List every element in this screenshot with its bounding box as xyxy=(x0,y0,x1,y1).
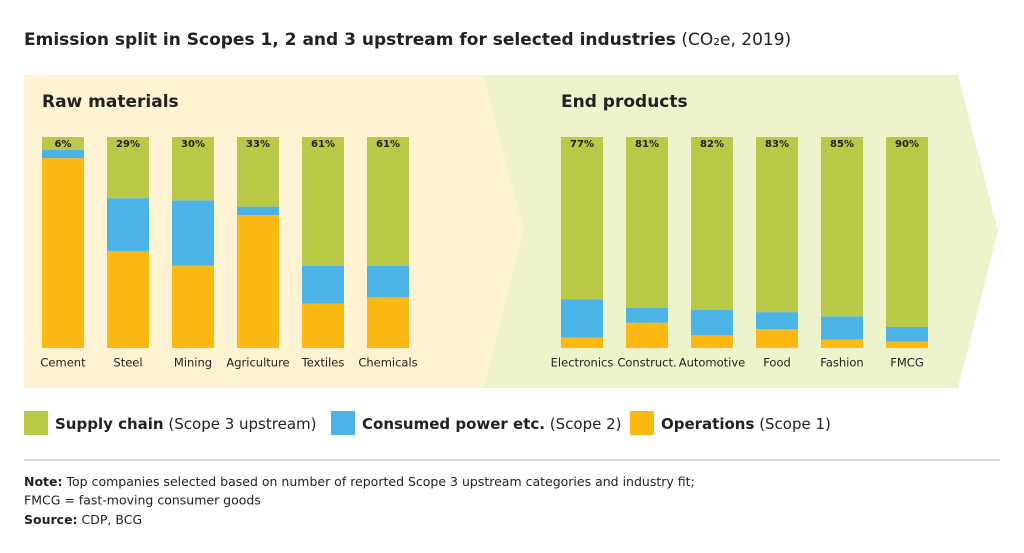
bar-segment xyxy=(237,215,279,348)
x-tick-label: Automotive xyxy=(679,356,746,370)
title-detail: (CO₂e, 2019) xyxy=(681,30,791,50)
x-tick-label: Electronics xyxy=(551,356,614,370)
x-tick-label: Steel xyxy=(113,356,142,370)
x-tick-label: Food xyxy=(763,356,791,370)
legend-detail: (Scope 2) xyxy=(550,415,622,433)
bar-segment xyxy=(691,310,733,336)
legend-detail: (Scope 3 upstream) xyxy=(168,415,316,433)
chart-title: Emission split in Scopes 1, 2 and 3 upst… xyxy=(24,30,791,50)
bar-segment xyxy=(302,137,344,266)
bar-segment xyxy=(237,137,279,207)
source: Source: CDP, BCG xyxy=(24,512,142,527)
value-label: 61% xyxy=(376,139,400,150)
source-label: Source: xyxy=(24,512,78,527)
bar-segment xyxy=(821,339,863,348)
note-text: Top companies selected based on number o… xyxy=(66,474,695,489)
value-label: 81% xyxy=(635,139,659,150)
legend-swatch xyxy=(331,411,355,435)
legend-entry: Consumed power etc. (Scope 2) xyxy=(362,415,622,433)
bar-segment xyxy=(172,200,214,266)
bar-segment xyxy=(886,137,928,327)
bar-segment xyxy=(302,303,344,348)
legend-entry: Supply chain (Scope 3 upstream) xyxy=(55,415,316,433)
value-label: 90% xyxy=(895,139,919,150)
legend-detail: (Scope 1) xyxy=(759,415,831,433)
value-label: 77% xyxy=(570,139,594,150)
legend-name: Operations xyxy=(661,415,754,433)
legend-name: Consumed power etc. xyxy=(362,415,545,433)
note: Note: Top companies selected based on nu… xyxy=(24,474,695,489)
panel-title: End products xyxy=(561,92,688,112)
value-label: 82% xyxy=(700,139,724,150)
value-label: 83% xyxy=(765,139,789,150)
bar-segment xyxy=(107,198,149,251)
panel-title: Raw materials xyxy=(42,92,179,112)
x-tick-label: FMCG xyxy=(890,356,923,370)
source-text: CDP, BCG xyxy=(82,512,143,527)
bar-segment xyxy=(172,137,214,201)
bar-segment xyxy=(367,137,409,266)
bar-segment xyxy=(42,158,84,348)
bar-segment xyxy=(626,137,668,308)
bar-segment xyxy=(626,322,668,348)
bar-segment xyxy=(626,307,668,323)
bar-segment xyxy=(561,337,603,348)
note-label: Note: xyxy=(24,474,63,489)
value-label: 30% xyxy=(181,139,205,150)
bar-segment xyxy=(561,299,603,338)
bar-segment xyxy=(107,250,149,348)
bar-segment xyxy=(821,316,863,340)
legend-entry: Operations (Scope 1) xyxy=(661,415,831,433)
value-label: 6% xyxy=(55,139,72,150)
bar-segment xyxy=(691,335,733,348)
panel-bg xyxy=(24,75,540,388)
x-tick-label: Chemicals xyxy=(358,356,417,370)
x-tick-label: Agriculture xyxy=(226,356,289,370)
bar-segment xyxy=(367,265,409,298)
x-tick-label: Construct. xyxy=(617,356,676,370)
x-tick-label: Textiles xyxy=(301,356,345,370)
x-tick-label: Mining xyxy=(174,356,212,370)
bar-segment xyxy=(756,137,798,313)
x-tick-label: Fashion xyxy=(820,356,863,370)
bar-segment xyxy=(821,137,863,317)
note-line: FMCG = fast-moving consumer goods xyxy=(24,493,261,508)
bar-segment xyxy=(756,312,798,330)
legend-name: Supply chain xyxy=(55,415,164,433)
bar-segment xyxy=(107,137,149,199)
value-label: 85% xyxy=(830,139,854,150)
title-main: Emission split in Scopes 1, 2 and 3 upst… xyxy=(24,30,676,50)
bar-segment xyxy=(42,149,84,159)
bar-segment xyxy=(172,265,214,348)
bar-segment xyxy=(237,206,279,216)
x-tick-label: Cement xyxy=(40,356,86,370)
bar-segment xyxy=(367,297,409,348)
value-label: 33% xyxy=(246,139,270,150)
bar-segment xyxy=(886,341,928,348)
bar-segment xyxy=(302,265,344,304)
bar-segment xyxy=(756,329,798,348)
legend-swatch xyxy=(24,411,48,435)
bar-segment xyxy=(561,137,603,300)
bar-segment xyxy=(691,137,733,311)
bar-segment xyxy=(42,137,84,150)
panel-bg xyxy=(484,75,998,388)
value-label: 29% xyxy=(116,139,140,150)
bar-segment xyxy=(886,326,928,342)
value-label: 61% xyxy=(311,139,335,150)
legend-swatch xyxy=(630,411,654,435)
